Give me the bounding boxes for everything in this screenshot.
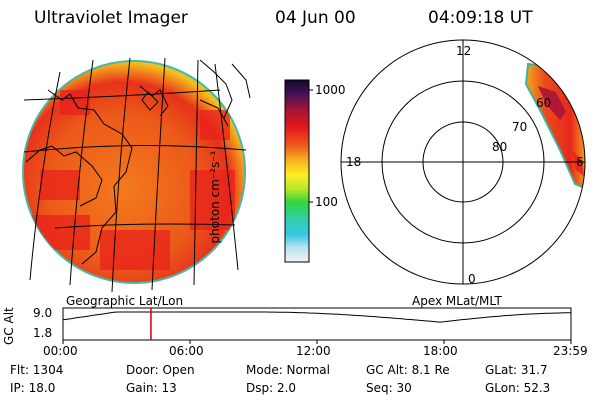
altitude-xtick-0600: 06:00 xyxy=(169,344,204,358)
colorbar-gradient xyxy=(284,79,310,263)
geo-meridians xyxy=(29,57,239,293)
geo-latitude: GLat: 31.7 xyxy=(485,363,548,377)
geo-caption: Geographic Lat/Lon xyxy=(66,294,184,308)
mlat-label-60: 60 xyxy=(536,96,552,110)
sequence-number: Seq: 30 xyxy=(366,381,412,395)
altitude-xtick-0000: 00:00 xyxy=(43,344,78,358)
altitude-ytick-9: 9.0 xyxy=(33,306,53,320)
geo-longitude: GLon: 52.3 xyxy=(485,381,551,395)
mode-status: Mode: Normal xyxy=(246,363,330,377)
app-title: Ultraviolet Imager xyxy=(34,8,188,28)
mlt-label-12: 12 xyxy=(456,44,472,58)
colorbar-tick-100: 100 xyxy=(315,195,338,209)
altitude-ytick-1-8: 1.8 xyxy=(33,326,53,340)
altitude-curve xyxy=(62,311,571,323)
mlat-label-80: 80 xyxy=(492,140,508,154)
mlt-label-0: 0 xyxy=(468,272,476,286)
date-label: 04 Jun 00 xyxy=(275,8,356,28)
mlt-label-18: 18 xyxy=(346,155,362,169)
gc-altitude: GC Alt: 8.1 Re xyxy=(366,363,450,377)
door-status: Door: Open xyxy=(126,363,195,377)
altitude-xtick-1200: 12:00 xyxy=(296,344,331,358)
altitude-axis-label: GC Alt xyxy=(2,307,16,345)
geo-coastlines xyxy=(25,59,251,265)
geo-texture xyxy=(30,90,235,270)
gain-value: Gain: 13 xyxy=(126,381,177,395)
dsp-value: Dsp: 2.0 xyxy=(246,381,297,395)
colorbar-tick-1000: 1000 xyxy=(315,83,346,97)
polar-caption: Apex MLat/MLT xyxy=(412,294,502,308)
mlat-label-70: 70 xyxy=(512,120,528,134)
altitude-xtick-1800: 18:00 xyxy=(423,344,458,358)
mlt-label-6: 6 xyxy=(576,155,584,169)
polar-grid xyxy=(340,39,586,285)
ip-value: IP: 18.0 xyxy=(10,381,56,395)
geo-parallels xyxy=(23,89,247,229)
time-label: 04:09:18 UT xyxy=(428,8,533,28)
flight-number: Flt: 1304 xyxy=(10,363,64,377)
altitude-xtick-2359: 23:59 xyxy=(553,344,588,358)
